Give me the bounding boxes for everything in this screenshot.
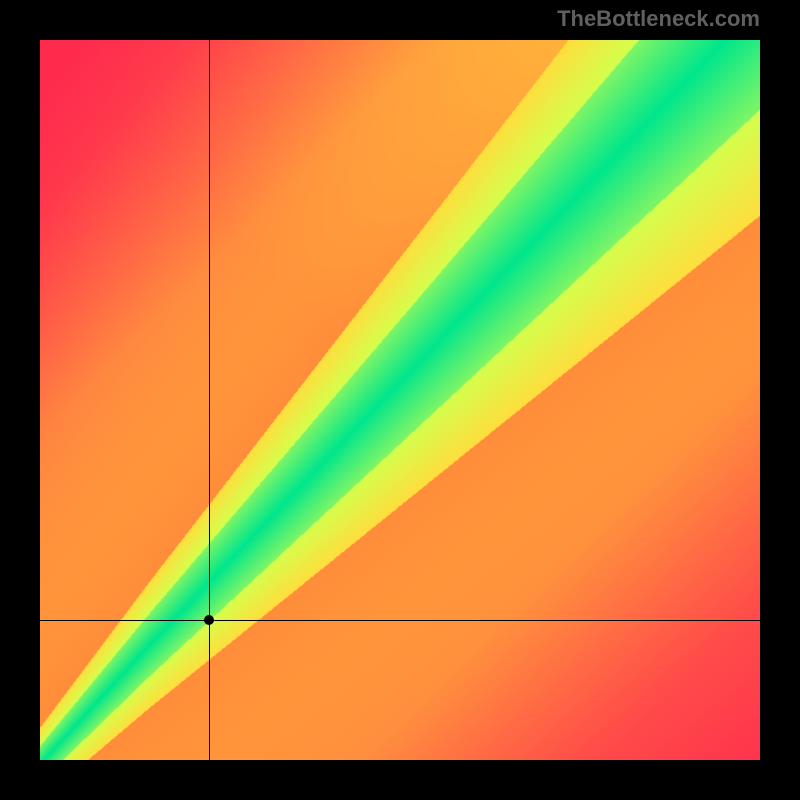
- heatmap-plot: [40, 40, 760, 760]
- data-point-marker: [204, 615, 214, 625]
- crosshair-horizontal: [40, 620, 760, 621]
- watermark-label: TheBottleneck.com: [557, 6, 760, 32]
- crosshair-vertical: [209, 40, 210, 760]
- heatmap-canvas: [40, 40, 760, 760]
